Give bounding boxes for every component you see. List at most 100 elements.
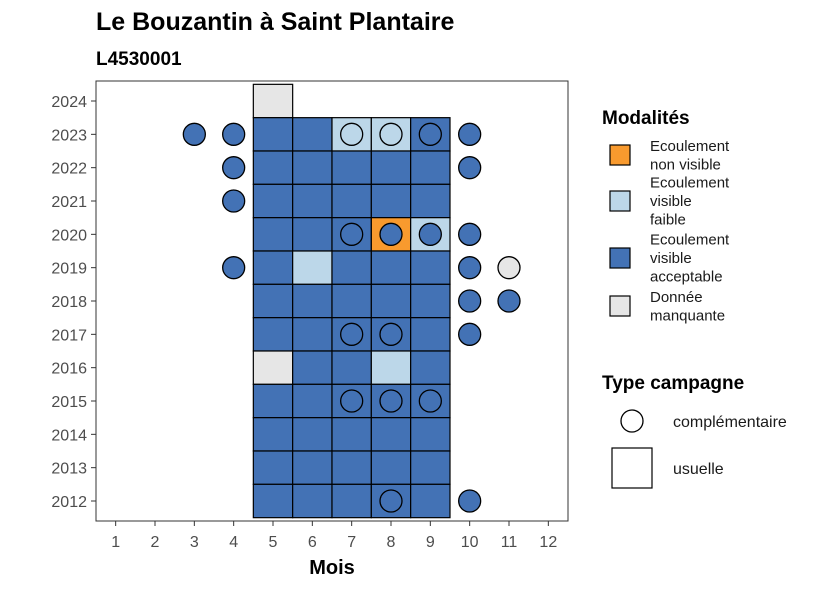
y-tick-label: 2020 xyxy=(51,227,87,244)
usuelle-tile xyxy=(252,250,294,285)
usuelle-tile xyxy=(331,183,372,219)
usuelle-tile xyxy=(252,450,294,485)
y-tick-label: 2024 xyxy=(51,94,87,111)
usuelle-tile xyxy=(252,83,294,119)
x-tick-label: 3 xyxy=(190,534,199,551)
usuelle-tile xyxy=(292,183,333,219)
usuelle-tile xyxy=(292,250,333,285)
usuelle-tile xyxy=(370,250,412,285)
usuelle-tile xyxy=(292,383,333,419)
usuelle-tile xyxy=(252,117,294,152)
legend-label-non_visible: Ecoulement non visible xyxy=(650,138,730,174)
legend-key-manquante xyxy=(609,295,631,317)
usuelle-tile xyxy=(410,250,451,285)
x-tick-label: 7 xyxy=(347,534,356,551)
usuelle-tile xyxy=(370,417,412,452)
usuelle-tile xyxy=(292,483,333,519)
y-tick-label: 2014 xyxy=(51,427,87,444)
complementaire-point xyxy=(340,322,364,346)
complementaire-point xyxy=(379,389,403,413)
usuelle-tile xyxy=(410,350,451,385)
y-tick-label: 2019 xyxy=(51,261,87,278)
usuelle-tile xyxy=(331,150,372,185)
x-tick-label: 1 xyxy=(111,534,120,551)
complementaire-point xyxy=(418,222,442,246)
complementaire-point xyxy=(458,122,482,146)
usuelle-tile xyxy=(292,450,333,485)
legend-label-complementaire: complémentaire xyxy=(673,414,787,431)
y-tick-label: 2021 xyxy=(51,194,87,211)
complementaire-point xyxy=(418,122,442,146)
usuelle-tile xyxy=(370,450,412,485)
y-tick-label: 2017 xyxy=(51,327,87,344)
legend-key-visible_acceptable xyxy=(609,247,631,269)
complementaire-point xyxy=(379,222,403,246)
x-tick-label: 2 xyxy=(151,534,160,551)
usuelle-tile xyxy=(410,417,451,452)
usuelle-tiles xyxy=(252,83,451,519)
complementaire-point xyxy=(458,289,482,313)
complementaire-points xyxy=(182,122,521,513)
usuelle-tile xyxy=(331,450,372,485)
legend-key-usuelle xyxy=(611,447,653,489)
usuelle-tile xyxy=(410,450,451,485)
y-axis: 2012 2013 2014 2015 2016 2017 2018 2019 2020 2021… xyxy=(51,94,96,511)
legend-title-type-campagne: Type campagne xyxy=(602,373,744,394)
legend-title-modalites: Modalités xyxy=(602,108,690,129)
usuelle-tile xyxy=(252,350,294,385)
complementaire-point xyxy=(340,122,364,146)
usuelle-tile xyxy=(292,283,333,319)
usuelle-tile xyxy=(252,150,294,185)
legend-label-manquante: Donnée manquante xyxy=(650,289,725,325)
x-tick-label: 4 xyxy=(229,534,238,551)
complementaire-point xyxy=(222,256,246,280)
usuelle-tile xyxy=(292,150,333,185)
usuelle-tile xyxy=(410,483,451,519)
usuelle-tile xyxy=(292,117,333,152)
y-tick-label: 2022 xyxy=(51,161,87,178)
usuelle-tile xyxy=(252,217,294,252)
chart-title: Le Bouzantin à Saint Plantaire xyxy=(96,8,454,36)
x-tick-label: 8 xyxy=(387,534,396,551)
y-tick-label: 2012 xyxy=(51,494,87,511)
y-tick-label: 2018 xyxy=(51,294,87,311)
complementaire-point xyxy=(497,289,521,313)
usuelle-tile xyxy=(331,483,372,519)
usuelle-tile xyxy=(292,417,333,452)
legend-key-non_visible xyxy=(609,144,631,166)
y-tick-label: 2023 xyxy=(51,127,87,144)
usuelle-tile xyxy=(370,150,412,185)
usuelle-tile xyxy=(252,183,294,219)
x-tick-label: 6 xyxy=(308,534,317,551)
legend-label-visible_acceptable: Ecoulement visible acceptable xyxy=(650,232,730,286)
usuelle-tile xyxy=(331,417,372,452)
complementaire-point xyxy=(222,156,246,180)
usuelle-tile xyxy=(252,383,294,419)
complementaire-point xyxy=(458,256,482,280)
x-tick-label: 11 xyxy=(501,534,518,551)
complementaire-point xyxy=(497,256,521,280)
x-axis: 1 2 3 4 5 6 7 8 9 10 11 12 xyxy=(111,521,557,551)
x-tick-label: 10 xyxy=(461,534,479,551)
x-tick-label: 12 xyxy=(539,534,557,551)
usuelle-tile xyxy=(292,217,333,252)
usuelle-tile xyxy=(331,350,372,385)
complementaire-point xyxy=(458,322,482,346)
usuelle-tile xyxy=(252,283,294,319)
legend-key-complementaire xyxy=(620,409,644,433)
x-tick-label: 5 xyxy=(269,534,278,551)
y-tick-label: 2016 xyxy=(51,361,87,378)
complementaire-point xyxy=(340,222,364,246)
usuelle-tile xyxy=(331,283,372,319)
complementaire-point xyxy=(379,489,403,513)
usuelle-tile xyxy=(370,350,412,385)
legend-label-visible_faible: Ecoulement visible faible xyxy=(650,175,730,229)
usuelle-tile xyxy=(370,283,412,319)
complementaire-point xyxy=(222,189,246,213)
x-tick-label: 9 xyxy=(426,534,435,551)
y-tick-label: 2013 xyxy=(51,461,87,478)
usuelle-tile xyxy=(410,183,451,219)
x-axis-title: Mois xyxy=(309,557,355,579)
usuelle-tile xyxy=(252,483,294,519)
